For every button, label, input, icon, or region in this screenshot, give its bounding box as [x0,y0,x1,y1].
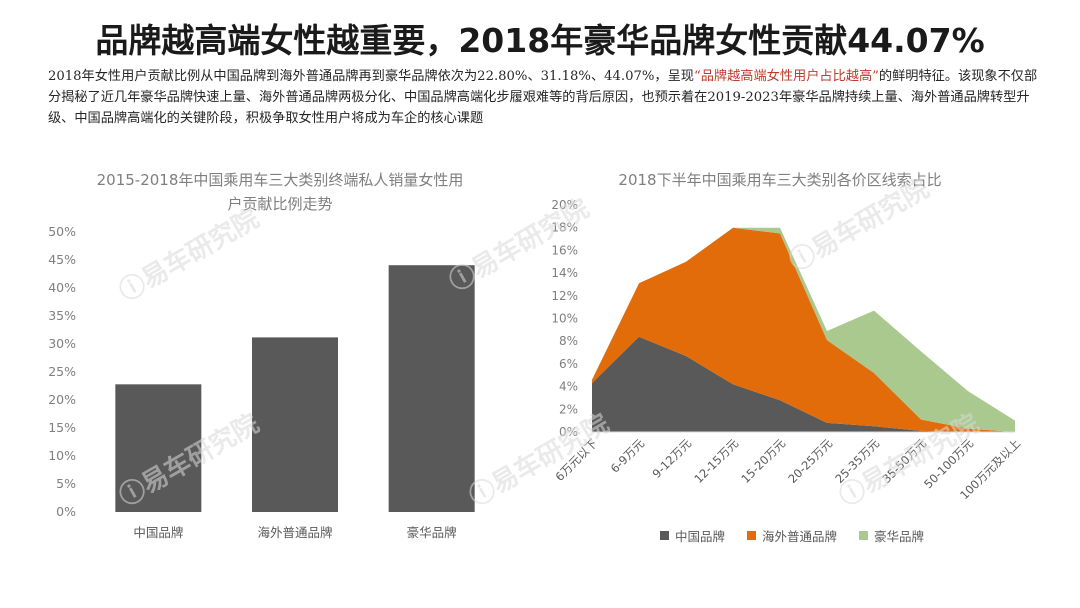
y-tick-label: 10% [551,312,578,326]
x-tick-label: 6万元以下 [553,436,601,484]
y-tick-label: 35% [48,308,76,323]
area-series [592,336,1015,432]
bar [388,265,475,512]
y-tick-label: 2% [559,402,578,416]
y-tick-label: 20% [48,392,76,407]
x-tick-label: 15-20万元 [738,436,788,486]
bar-chart-panel: 2015-2018年中国乘用车三大类别终端私人销量女性用 户贡献比例走势 0% 5… [30,160,520,560]
description-part1: 2018年女性用户贡献比例从中国品牌到海外普通品牌再到豪华品牌依次为22.80%… [48,69,694,84]
bar [115,384,202,512]
x-tick-label: 中国品牌 [133,525,183,540]
x-tick-label: 25-35万元 [832,436,882,486]
y-tick-label: 4% [559,380,578,394]
area-series [592,227,1015,432]
bar-chart: 0% 5% 10% 15% 20% 25% 30% 35% 40% 45% 50% 中国品牌 海外普通品… [48,224,475,540]
legend-label-overseas-brand: 海外普通品牌 [762,529,838,544]
x-tick-label: 35-50万元 [879,436,929,486]
bar [252,337,338,512]
y-tick-label: 6% [559,357,578,371]
y-tick-label: 25% [48,364,76,379]
page-title: 品牌越高端女性越重要，2018年豪华品牌女性贡献44.07% [95,21,985,60]
y-tick-label: 10% [48,448,76,463]
y-tick-label: 8% [559,334,578,348]
legend-item-overseas-brand: 海外普通品牌 [747,526,837,545]
description-highlight: “品牌越高端女性用户占比越高” [693,69,879,84]
y-tick-label: 20% [551,198,578,212]
x-tick-label: 12-15万元 [691,436,741,486]
x-tick-label: 6-9万元 [608,436,648,476]
y-tick-label: 18% [551,221,578,235]
y-tick-label: 15% [48,420,76,435]
area-chart-legend: 中国品牌 海外普通品牌 豪华品牌 [660,526,924,545]
bar-chart-title: 2015-2018年中国乘用车三大类别终端私人销量女性用 户贡献比例走势 [80,168,480,216]
y-tick-label: 16% [551,243,578,257]
y-tick-label: 40% [48,280,76,295]
legend-swatch-china-brand [660,531,669,540]
y-tick-label: 45% [48,252,76,267]
bar-chart-title-line2: 户贡献比例走势 [227,195,333,213]
y-tick-label: 0% [56,504,76,519]
area-chart-title: 2018下半年中国乘用车三大类别各价区线索占比 [618,171,942,189]
x-tick-label: 海外普通品牌 [257,525,332,540]
area-chart-panel: 2018下半年中国乘用车三大类别各价区线索占比 0% 2% 4% 6% 8% 10% 12%… [540,160,1060,560]
y-tick-label: 50% [48,224,76,239]
legend-item-china-brand: 中国品牌 [660,526,725,545]
bar-chart-title-line1: 2015-2018年中国乘用车三大类别终端私人销量女性用 [96,171,464,189]
legend-item-luxury-brand: 豪华品牌 [859,526,924,545]
x-tick-label: 9-12万元 [649,436,694,481]
y-tick-label: 0% [559,425,578,439]
description-text: 2018年女性用户贡献比例从中国品牌到海外普通品牌再到豪华品牌依次为22.80%… [48,66,1040,129]
y-tick-label: 14% [551,266,578,280]
x-tick-label: 20-25万元 [785,436,835,486]
legend-swatch-overseas-brand [747,531,757,540]
description-part2: 的鲜明特征。该现象不仅部分揭秘了近几年豪华品牌快速上量、海外普通品牌两极分化、中… [48,69,1038,126]
area-series [592,227,1015,432]
area-chart: 0% 2% 4% 6% 8% 10% 12% 14% 16% 18% 20% 6万元以下 6-9万元 9-… [551,198,1023,502]
legend-swatch-luxury-brand [859,531,869,540]
legend-label-china-brand: 中国品牌 [675,529,726,544]
y-tick-label: 30% [48,336,76,351]
y-tick-label: 5% [56,476,76,491]
y-tick-label: 12% [551,289,578,303]
x-tick-label: 豪华品牌 [407,525,457,540]
legend-label-luxury-brand: 豪华品牌 [874,529,925,544]
